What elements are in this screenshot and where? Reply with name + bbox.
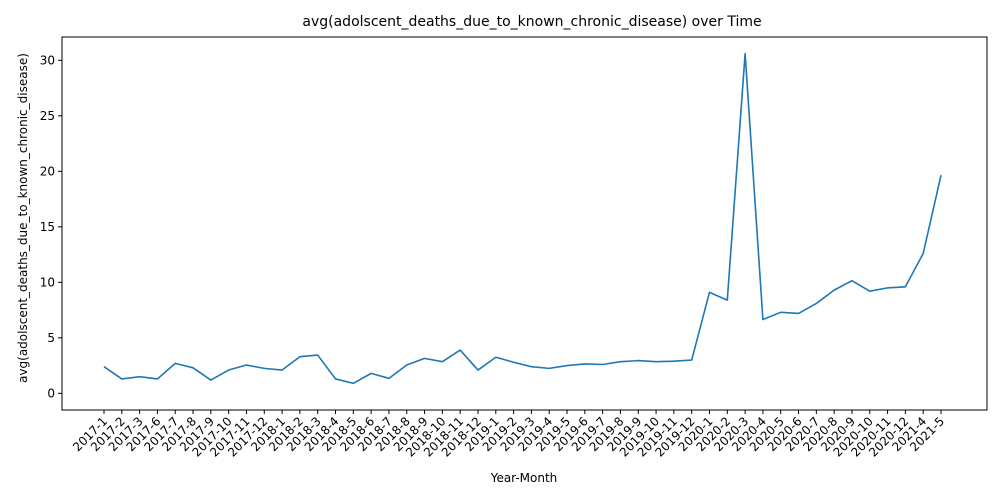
x-axis-title: Year-Month xyxy=(490,471,558,485)
y-tick-label: 5 xyxy=(47,331,55,345)
plot-frame xyxy=(61,36,988,411)
x-axis: 2017-12017-22017-32017-62017-72017-82017… xyxy=(70,410,947,460)
chart-title: avg(adolscent_deaths_due_to_known_chroni… xyxy=(302,14,761,30)
series-layer xyxy=(103,52,942,385)
y-tick-label: 20 xyxy=(40,164,55,178)
y-axis-title: avg(adolscent_deaths_due_to_known_chroni… xyxy=(16,53,30,383)
series-line xyxy=(103,52,942,385)
y-axis: 0 5 10 15 20 25 30 xyxy=(40,53,62,400)
y-tick-label: 10 xyxy=(40,275,55,289)
y-tick-label: 0 xyxy=(47,386,55,400)
y-tick-label: 30 xyxy=(40,53,55,67)
y-tick-label: 15 xyxy=(40,220,55,234)
y-tick-label: 25 xyxy=(40,109,55,123)
plot-area xyxy=(61,36,988,411)
